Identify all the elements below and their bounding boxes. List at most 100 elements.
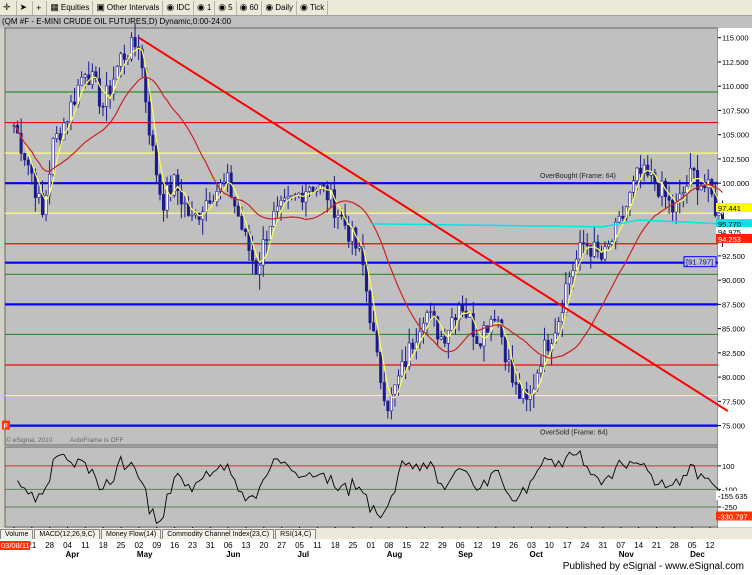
x-month-label: Apr (66, 550, 80, 559)
x-tick-label: 06 (456, 541, 465, 550)
candle-body (23, 152, 27, 161)
toolbar-label: 1 (206, 3, 212, 12)
candle-body (115, 66, 119, 80)
study-tab[interactable]: Volume (0, 528, 34, 539)
f-box (2, 420, 10, 430)
x-tick-label: 28 (670, 541, 679, 550)
radio-icon: ◉ (265, 2, 274, 12)
candle-body (300, 192, 304, 203)
price-label-box (716, 226, 752, 236)
candle-body (418, 331, 422, 343)
x-month-label: Jul (298, 550, 310, 559)
price-panel (4, 27, 719, 446)
toolbar-item-plus-icon[interactable]: + (33, 0, 48, 15)
toolbar-label: Equities (60, 3, 90, 12)
price-label-box (716, 219, 752, 229)
candle-body (631, 180, 635, 193)
toolbar-item-equities[interactable]: ▦ Equities (47, 0, 94, 15)
toolbar-item-crosshair-icon[interactable]: ✛ (0, 0, 17, 15)
y-tick-label: 112.500 (722, 58, 749, 67)
candle-body (147, 101, 151, 136)
toolbar-label: 60 (249, 3, 259, 12)
radio-icon: ◉ (218, 2, 227, 12)
x-tick-label: 12 (706, 541, 715, 550)
toolbar-item-daily[interactable]: ◉ Daily (262, 0, 297, 15)
candle-body (621, 215, 625, 219)
candle-body (642, 164, 646, 174)
candle-body (87, 74, 91, 85)
candle-body (503, 336, 507, 363)
candle-body (389, 393, 393, 412)
candle-body (154, 145, 158, 176)
candle-body (258, 264, 262, 275)
candle-body (443, 336, 447, 344)
pointer-icon: ➤ (19, 2, 28, 12)
candle-body (404, 361, 408, 367)
candle-body (674, 201, 678, 213)
candle-body (532, 388, 536, 395)
toolbar-item-tick[interactable]: ◉ Tick (297, 0, 329, 15)
radio-icon: ◉ (239, 2, 248, 12)
osc-value-2: -330.797 (718, 513, 748, 522)
candle-body (211, 201, 215, 204)
candle-body (329, 189, 333, 201)
y-tick-label: 110.000 (722, 82, 749, 91)
candle-body (165, 184, 169, 211)
x-tick-label: 10 (545, 541, 554, 550)
toolbar-item-idc[interactable]: ◉ IDC (163, 0, 194, 15)
candle-body (414, 341, 418, 350)
candle-body (83, 74, 87, 78)
candle-body (500, 319, 504, 338)
candle-body (550, 343, 554, 352)
study-tab[interactable]: Commodity Channel Index(23,C) (162, 528, 275, 539)
candle-body (33, 172, 37, 198)
candle-body (233, 196, 237, 207)
x-tick-label: 20 (259, 541, 268, 550)
candle-body (542, 339, 546, 367)
candle-body (372, 322, 376, 332)
osc-value-box (716, 511, 752, 521)
candle-body (176, 174, 180, 192)
candle-body (664, 180, 668, 197)
candle-body (671, 199, 675, 213)
x-tick-label: 04 (63, 541, 72, 550)
candle-body (667, 196, 671, 201)
candle-body (65, 121, 69, 124)
candle-body (80, 76, 84, 86)
toolbar-item-1[interactable]: ◉ 1 (194, 0, 216, 15)
toolbar-item-60[interactable]: ◉ 60 (237, 0, 263, 15)
candle-body (222, 181, 226, 184)
toolbar-item-pointer-icon[interactable]: ➤ (17, 0, 34, 15)
candle-body (660, 180, 664, 197)
study-tab[interactable]: MACD(12,26,9,C) (34, 528, 100, 539)
candle-body (357, 246, 361, 249)
toolbar-label: Other Intervals (106, 3, 160, 12)
y-tick-label: 100.000 (722, 179, 749, 188)
candle-body (450, 317, 454, 331)
radio-icon: ◉ (196, 2, 205, 12)
x-tick-label: 05 (295, 541, 304, 550)
study-tab[interactable]: Money Flow(14) (101, 528, 162, 539)
study-tab[interactable]: RSI(14,C) (275, 528, 317, 539)
candle-body (183, 202, 187, 205)
candle-body (493, 318, 497, 321)
candle-body (610, 241, 614, 245)
x-tick-label: 21 (27, 541, 36, 550)
candle-body (571, 270, 575, 278)
x-month-label: May (137, 550, 153, 559)
crosshair-icon: ✛ (3, 2, 11, 12)
candle-body (635, 167, 639, 182)
candle-body (275, 205, 279, 212)
candle-body (525, 389, 529, 400)
oscillator-panel (4, 446, 719, 528)
toolbar-item-other-intervals[interactable]: ▣ Other Intervals (93, 0, 164, 15)
candle-body (375, 330, 379, 353)
candle-body (186, 202, 190, 216)
candle-body (218, 182, 222, 192)
price-label-text: 95.770 (718, 220, 741, 229)
y-tick-label: 77.500 (722, 397, 745, 406)
plus-icon: + (36, 2, 42, 13)
toolbar-item-5[interactable]: ◉ 5 (215, 0, 237, 15)
candle-body (496, 319, 500, 322)
